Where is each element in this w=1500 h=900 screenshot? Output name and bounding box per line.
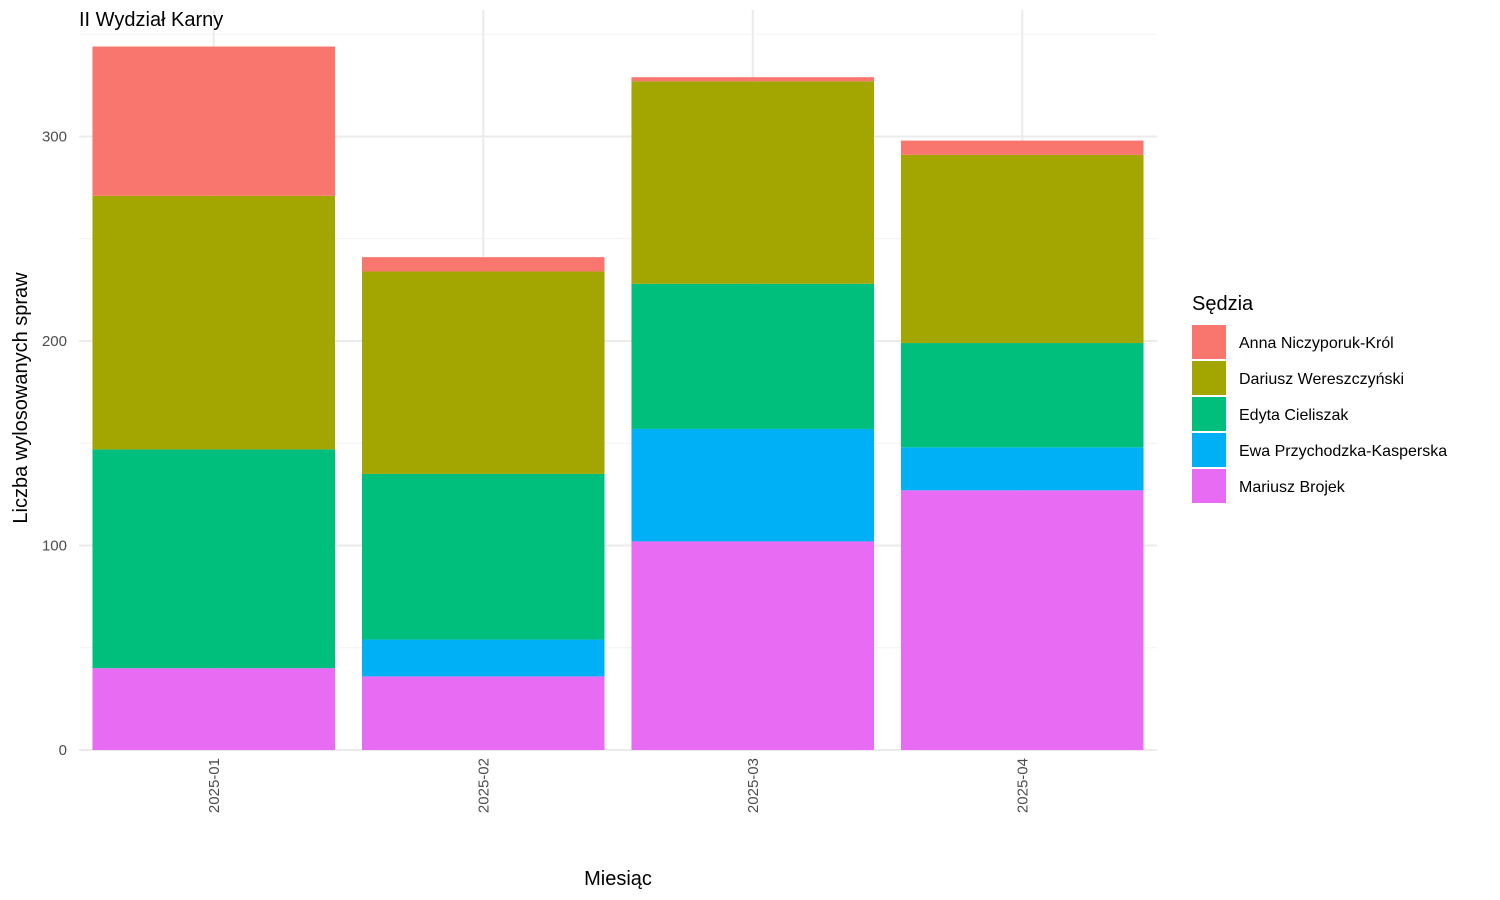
bar-segment <box>900 343 1144 448</box>
legend-label: Edyta Cieliszak <box>1239 407 1349 424</box>
y-axis-title: Liczba wylosowanych spraw <box>10 272 32 524</box>
x-tick-label: 2025-04 <box>1014 758 1031 813</box>
y-tick-label: 100 <box>42 538 67 555</box>
y-tick-label: 200 <box>42 333 67 350</box>
x-tick-labels: 2025-01 2025-02 2025-03 2025-04 <box>206 758 1032 813</box>
bar-segment <box>92 449 336 669</box>
bar-segment <box>900 447 1144 491</box>
legend: Sędzia Anna Niczyporuk-Król Dariusz Weres… <box>1192 293 1447 503</box>
y-tick-label: 300 <box>42 129 67 146</box>
bar-segment <box>631 77 875 82</box>
bar-segment <box>361 257 605 272</box>
y-tick-labels: 0 100 200 300 <box>42 129 67 760</box>
x-tick-label: 2025-01 <box>206 758 223 813</box>
bar-segment <box>631 541 875 750</box>
bar-segment <box>631 283 875 429</box>
legend-items: Anna Niczyporuk-Król Dariusz Wereszczyńsk… <box>1192 325 1447 503</box>
bar-segment <box>361 676 605 750</box>
legend-swatch <box>1192 361 1226 395</box>
bar-segment <box>631 428 875 542</box>
legend-swatch <box>1192 433 1226 467</box>
legend-swatch <box>1192 325 1226 359</box>
bar-segment <box>92 195 336 450</box>
bar-segment <box>361 639 605 677</box>
legend-swatch <box>1192 469 1226 503</box>
bars-layer <box>92 46 1144 750</box>
x-axis-title: Miesiąc <box>584 868 652 890</box>
bar-segment <box>361 473 605 640</box>
legend-title: Sędzia <box>1192 293 1254 315</box>
legend-label: Dariusz Wereszczyński <box>1239 371 1404 388</box>
legend-label: Ewa Przychodzka-Kasperska <box>1239 443 1447 460</box>
x-tick-label: 2025-02 <box>475 758 492 813</box>
bar-segment <box>900 490 1144 750</box>
bar-segment <box>92 46 336 196</box>
chart-title: II Wydział Karny <box>79 9 223 31</box>
bar-segment <box>900 140 1144 155</box>
y-tick-label: 0 <box>59 742 67 759</box>
legend-label: Mariusz Brojek <box>1239 479 1346 496</box>
legend-swatch <box>1192 397 1226 431</box>
bar-segment <box>900 154 1144 344</box>
legend-label: Anna Niczyporuk-Król <box>1239 335 1394 352</box>
x-tick-label: 2025-03 <box>745 758 762 813</box>
bar-segment <box>92 668 336 750</box>
bar-segment <box>631 81 875 284</box>
bar-segment <box>361 271 605 474</box>
